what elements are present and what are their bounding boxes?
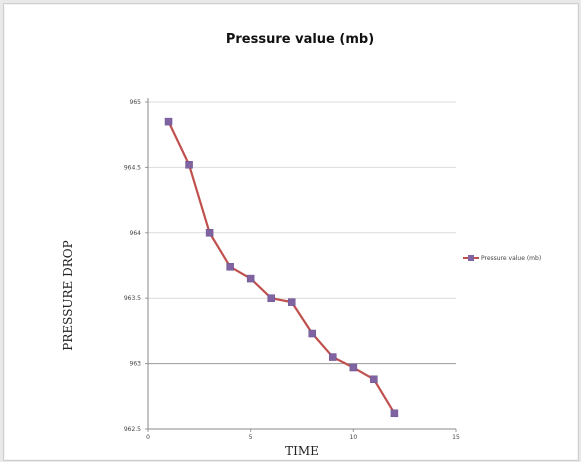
y-tick-label: 964.5: [124, 164, 141, 171]
data-point: [185, 161, 193, 169]
data-point: [329, 353, 337, 361]
data-point: [287, 298, 296, 306]
chart-title: Pressure value (mb): [225, 32, 375, 47]
series-lines: [167, 121, 396, 414]
data-point: [205, 229, 214, 237]
data-point: [390, 409, 399, 418]
y-axis-label: PRESSURE DROP: [61, 240, 75, 350]
data-point: [370, 375, 378, 384]
y-tick-label: 964: [130, 230, 142, 237]
y-tick-label: 963.5: [124, 295, 141, 302]
legend-entry-label: Pressure value (mb): [481, 255, 541, 262]
data-points: [164, 117, 399, 418]
data-point: [308, 329, 317, 338]
y-tick-label: 962.5: [124, 426, 141, 433]
chart-frame: [3, 3, 579, 461]
axes: [145, 98, 457, 432]
data-point: [246, 274, 255, 283]
series-line: [167, 121, 396, 414]
data-point: [226, 263, 234, 271]
data-point: [267, 294, 275, 302]
x-tick-label: 0: [146, 434, 150, 441]
legend-marker-swatch: [468, 255, 474, 261]
x-tick-label: 5: [249, 434, 253, 441]
x-tick-label: 10: [350, 434, 358, 441]
x-axis-label: TIME: [285, 444, 319, 458]
data-point: [164, 117, 173, 126]
y-tick-label: 965: [130, 99, 142, 106]
tick-labels: 962.5 963 963.5 964 964.5 965 0 5 10 15: [124, 99, 460, 441]
y-tick-label: 963: [130, 361, 142, 368]
x-tick-label: 15: [452, 434, 460, 441]
legend: Pressure value (mb): [463, 255, 541, 262]
gridlines: [148, 101, 456, 365]
data-point: [349, 363, 358, 372]
